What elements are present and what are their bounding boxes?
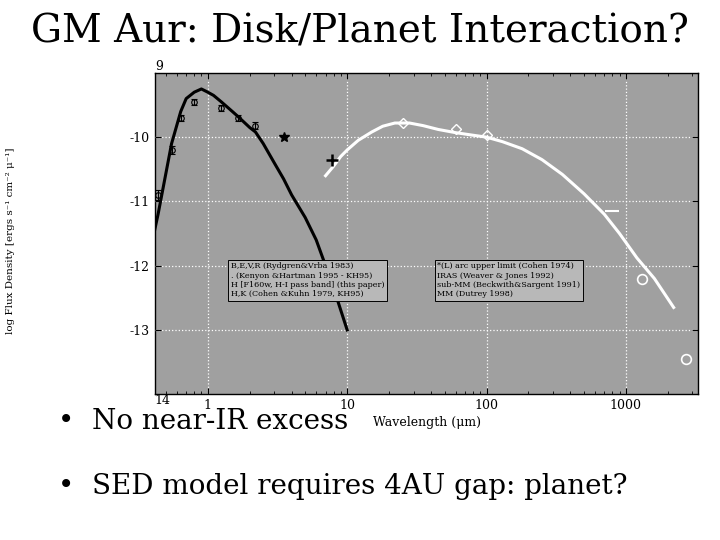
Text: B,E,V,R (Rydgren&Vrba 1983)
. (Kenyon &Hartman 1995 - KH95)
H [F160w, H-I pass b: B,E,V,R (Rydgren&Vrba 1983) . (Kenyon &H… (231, 262, 384, 298)
Text: GM Aur: Disk/Planet Interaction?: GM Aur: Disk/Planet Interaction? (31, 14, 689, 51)
Text: 9: 9 (155, 60, 163, 73)
Text: log Flux Density [ergs s⁻¹ cm⁻² μ⁻¹]: log Flux Density [ergs s⁻¹ cm⁻² μ⁻¹] (6, 147, 15, 334)
Text: *(L) arc upper limit (Cohen 1974)
IRAS (Weaver & Jones 1992)
sub-MM (Beckwith&Sa: *(L) arc upper limit (Cohen 1974) IRAS (… (438, 262, 580, 298)
Text: •  No near-IR excess: • No near-IR excess (58, 408, 348, 435)
X-axis label: Wavelength (μm): Wavelength (μm) (373, 416, 481, 429)
Text: •  SED model requires 4AU gap: planet?: • SED model requires 4AU gap: planet? (58, 472, 627, 500)
Text: 14: 14 (155, 394, 171, 407)
